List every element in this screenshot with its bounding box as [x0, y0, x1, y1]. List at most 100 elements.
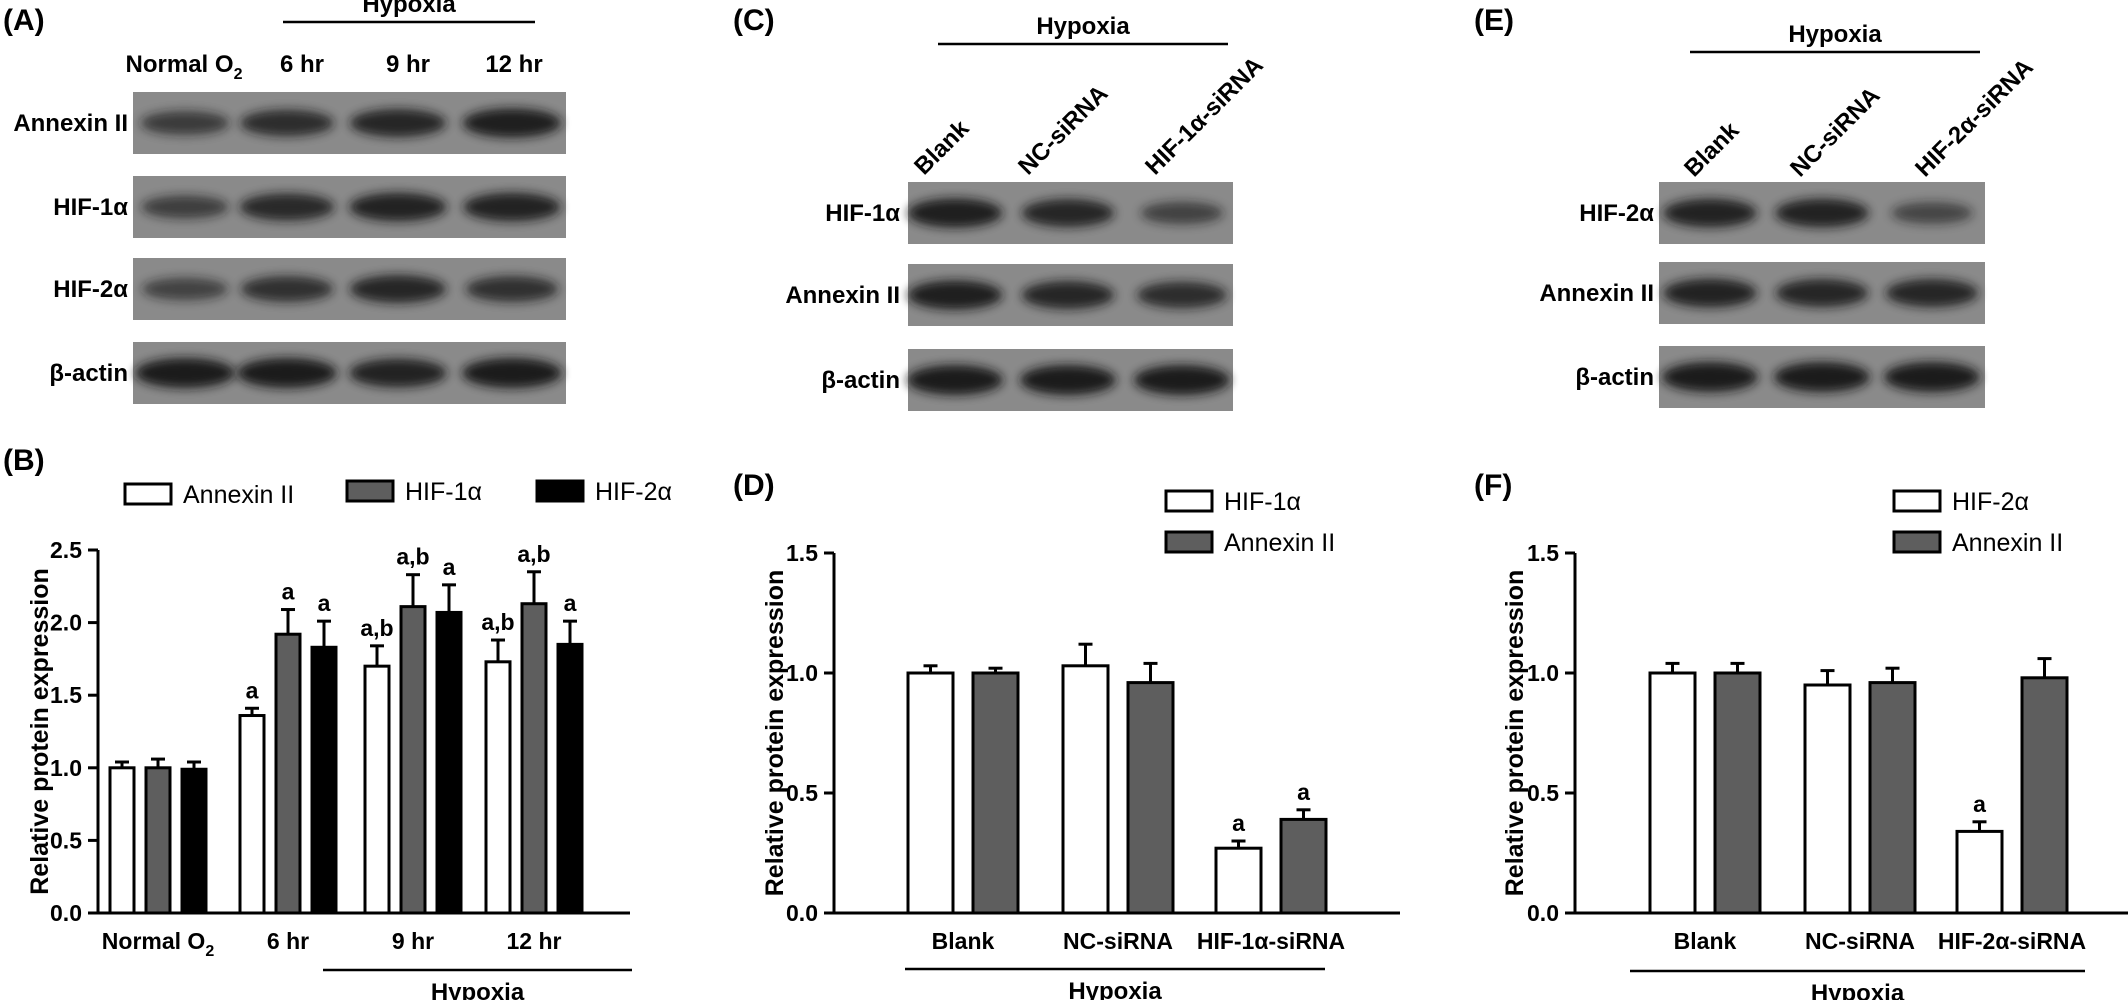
legend-swatch	[1164, 530, 1214, 554]
panel-label: (E)	[1474, 4, 1514, 37]
legend-item: HIF-2α	[1892, 488, 2029, 516]
blot-row-label: β-actin	[821, 367, 900, 394]
x-tick-label: Normal O2	[102, 928, 215, 960]
legend-label: HIF-2α	[595, 478, 672, 506]
lane-label: HIF-2α-siRNA	[1910, 54, 2039, 183]
legend-swatch	[1892, 530, 1942, 554]
legend-swatch	[123, 482, 173, 506]
bar	[1803, 683, 1852, 915]
hypoxia-label: Hypoxia	[431, 979, 525, 1000]
blot-row-label: HIF-1α	[53, 194, 128, 221]
blot-band	[1134, 364, 1230, 396]
blot-row: HIF-2α	[1579, 182, 1985, 244]
blot-row: β-actin	[821, 349, 1233, 411]
bar	[1279, 817, 1328, 915]
x-tick-label: Blank	[1674, 928, 1737, 954]
bar	[180, 767, 208, 915]
blot-band	[1775, 279, 1869, 307]
panel-label: (F)	[1474, 469, 1512, 502]
y-axis-label: Relative protein expression	[761, 570, 789, 897]
y-tick-label: 0.0	[50, 900, 82, 926]
significance-label: a,b	[396, 544, 429, 570]
blot-band	[1663, 198, 1757, 228]
x-tick-label: 9 hr	[392, 928, 434, 954]
legend-label: Annexin II	[183, 481, 294, 509]
lane-label: NC-siRNA	[1785, 82, 1885, 182]
legend-item: HIF-2α	[535, 478, 672, 506]
hypoxia-label: Hypoxia	[1068, 978, 1162, 1000]
blot-band	[1885, 279, 1979, 307]
bar	[108, 766, 136, 915]
significance-label: a,b	[360, 615, 393, 641]
blot-row: HIF-1α	[53, 176, 566, 238]
blot-band	[349, 109, 447, 137]
y-tick-label: 0.0	[786, 900, 818, 926]
lane-label: 12 hr	[485, 51, 542, 78]
blot-band	[141, 195, 229, 219]
blot-row-label: Annexin II	[785, 282, 900, 309]
blot-row-label: HIF-2α	[53, 276, 128, 303]
blot-band	[1774, 361, 1870, 393]
legend-label: HIF-1α	[1224, 488, 1301, 516]
blot-band	[1140, 201, 1224, 225]
blot-band	[465, 276, 559, 302]
bar	[556, 642, 584, 915]
blot-band	[1663, 278, 1757, 308]
lane-label: Blank	[909, 114, 975, 180]
bar	[1214, 846, 1263, 915]
y-tick-label: 0.5	[50, 827, 82, 853]
bar	[399, 605, 427, 915]
y-axis-label: Relative protein expression	[1501, 570, 1529, 897]
blot-row-label: Annexin II	[1539, 280, 1654, 307]
y-tick-label: 2.5	[50, 537, 82, 563]
blot-band	[1137, 281, 1227, 309]
blot-band	[462, 357, 562, 389]
blot-row: Annexin II	[13, 92, 566, 154]
blot-band	[907, 364, 1003, 396]
bar	[1955, 829, 2004, 915]
blot-band	[462, 108, 562, 138]
blot-band	[240, 109, 334, 137]
blot-band	[349, 275, 447, 303]
y-tick-label: 0.5	[786, 780, 818, 806]
legend-item: HIF-1α	[345, 478, 482, 506]
x-tick-label: 12 hr	[507, 928, 562, 954]
y-axis-label: Relative protein expression	[26, 568, 54, 895]
blot-band	[140, 111, 230, 135]
significance-label: a	[318, 590, 331, 616]
lane-label: 6 hr	[280, 51, 324, 78]
blot-row-label: β-actin	[49, 360, 128, 387]
significance-label: a	[443, 554, 456, 580]
bar	[1061, 664, 1110, 915]
bar-chart-D: (D) Relative protein expression 0.0 0.5 1.0 1…	[733, 469, 1400, 1000]
bar	[1868, 681, 1917, 915]
lane-label: 9 hr	[386, 51, 430, 78]
legend-swatch	[535, 479, 585, 503]
x-tick-label-text: Normal O	[102, 928, 206, 954]
y-tick-label: 1.0	[50, 755, 82, 781]
legend-label: HIF-1α	[405, 478, 482, 506]
bar	[435, 610, 463, 915]
lane-label: HIF-1α-siRNA	[1140, 52, 1269, 181]
y-tick-label: 2.0	[50, 610, 82, 636]
blot-row: β-actin	[1575, 346, 1985, 408]
legend-swatch	[1164, 489, 1214, 513]
blot-band	[141, 277, 229, 301]
blot-band	[463, 192, 561, 222]
bar	[484, 660, 512, 915]
bar	[971, 671, 1020, 915]
blot-band	[1021, 199, 1115, 227]
significance-label: a,b	[481, 609, 514, 635]
lane-label-text: 12 hr	[485, 51, 542, 78]
blot-band	[907, 280, 1003, 310]
blot-panel-C: (C) Hypoxia Blank NC-siRNA HIF-1α-siRNA HIF-1…	[733, 4, 1269, 411]
bar	[310, 645, 338, 915]
blot-band	[1020, 364, 1116, 396]
panel-label: (A)	[3, 4, 45, 37]
lane-label: NC-siRNA	[1013, 80, 1113, 180]
y-tick-label: 0.5	[1527, 780, 1559, 806]
significance-label: a	[282, 579, 295, 605]
blot-band	[349, 358, 447, 388]
bar-chart-B: (B) Relative protein expression 0.0 0.5 1.0 1…	[3, 444, 672, 1000]
blot-band	[1021, 281, 1115, 309]
